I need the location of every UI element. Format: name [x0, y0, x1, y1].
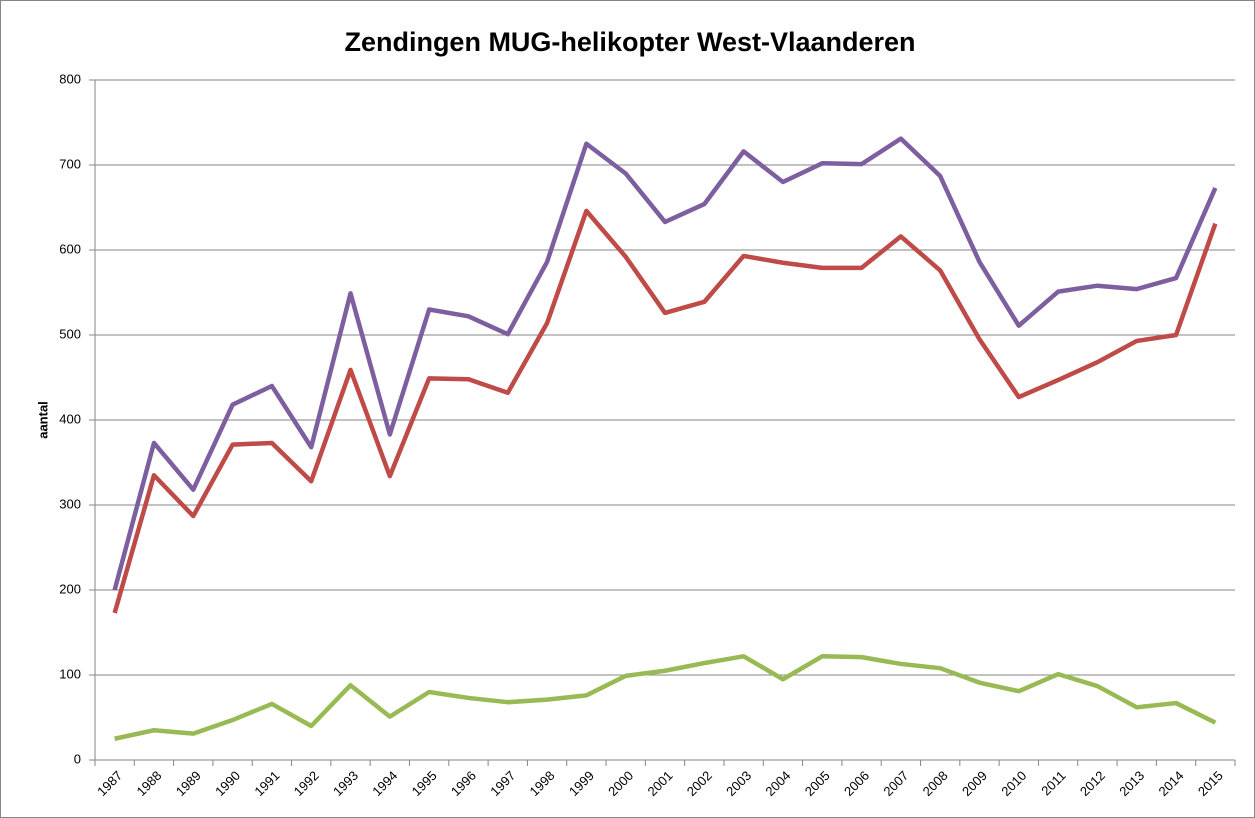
y-tick-label: 200 [59, 581, 81, 596]
series-line [114, 654, 1217, 741]
y-tick-label: 800 [59, 71, 81, 86]
series-line [112, 208, 1218, 614]
y-tick-label: 600 [59, 241, 81, 256]
y-axis-label: aantal [35, 401, 50, 439]
y-tick-label: 700 [59, 156, 81, 171]
y-tick-label: 0 [74, 751, 81, 766]
y-tick-label: 100 [59, 666, 81, 681]
y-tick-label: 300 [59, 496, 81, 511]
y-tick-label: 400 [59, 411, 81, 426]
series-line [112, 136, 1218, 591]
chart-title: Zendingen MUG-helikopter West-Vlaanderen [344, 27, 915, 57]
y-tick-label: 500 [59, 326, 81, 341]
